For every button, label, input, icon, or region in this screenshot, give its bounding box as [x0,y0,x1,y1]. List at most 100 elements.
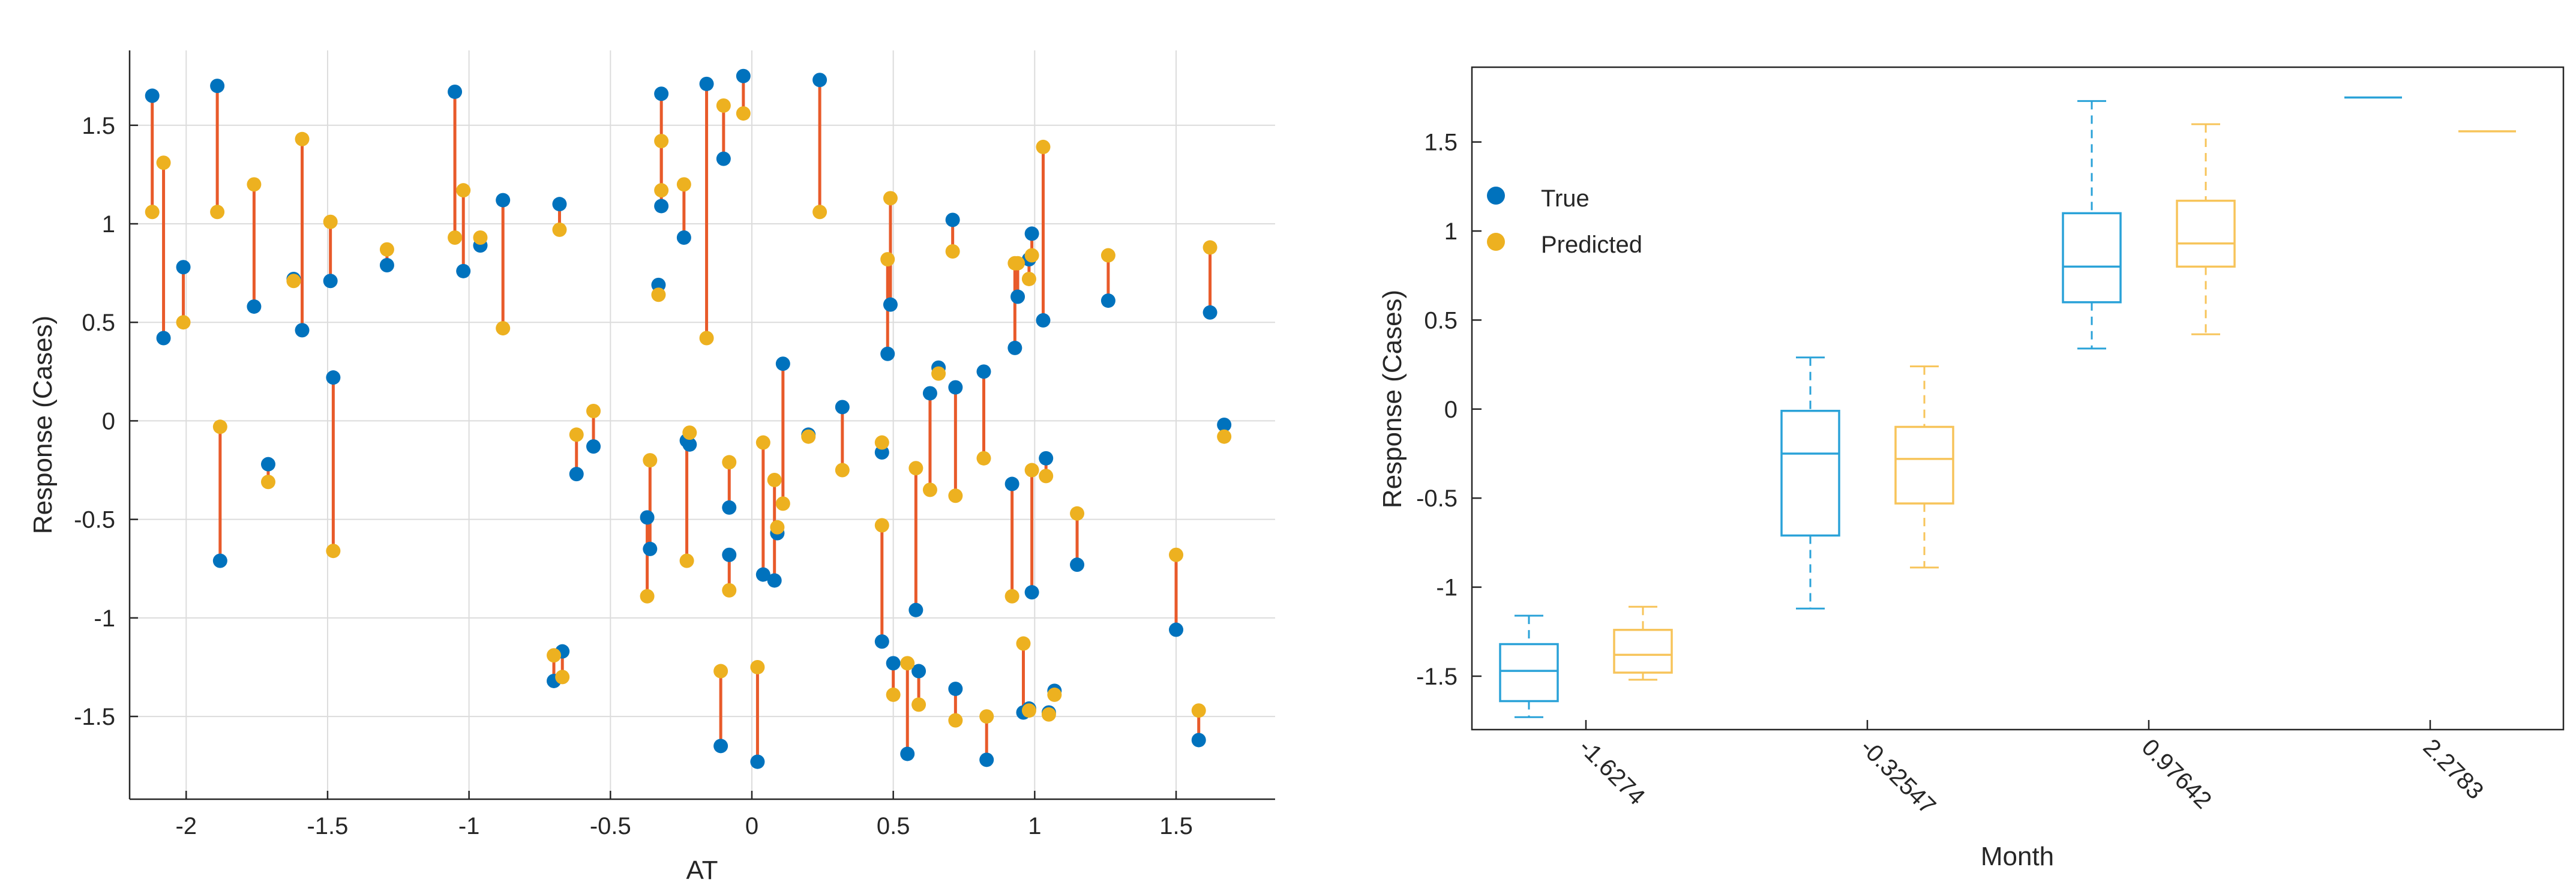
true-point [908,602,923,617]
predicted-point [286,274,301,289]
predicted-point [1047,687,1062,702]
true-point [326,370,341,385]
y-tick-label: 1.5 [82,113,115,139]
true-point [569,467,584,482]
x-tick-label: 1.5 [1159,813,1193,839]
right-y-axis-label: Response (Cases) [1378,290,1407,508]
box-iqr [1499,643,1559,703]
true-point [1024,226,1039,241]
predicted-point [908,461,923,476]
y-tick-label: -0.5 [1416,485,1458,512]
predicted-point [1010,256,1025,271]
predicted-point [323,214,338,229]
box-iqr [1894,425,1954,505]
true-point [1191,733,1206,748]
predicted-point [1036,139,1051,154]
legend-marker-predicted [1487,233,1505,251]
predicted-point [640,589,655,604]
predicted-point [883,191,898,206]
y-tick-label: -1 [1436,575,1458,601]
legend: True Predicted [1487,185,1642,258]
true-point [654,199,669,214]
x-tick-label: 2.2783 [2418,734,2489,805]
right-x-axis-label: Month [1981,842,2054,871]
x-tick-label: -1.5 [307,813,348,839]
true-point [750,754,765,769]
box-plot-boxes [1499,96,2516,718]
box-iqr [1613,629,1673,674]
box-iqr [2062,212,2122,304]
predicted-point [976,451,991,466]
true-point [716,151,731,166]
true-point [900,746,915,761]
predicted-point [654,183,669,198]
residual-scatter-plot: -2 -1.5 -1 -0.5 0 0.5 1 1.5 -1.5 -1 -0.5 0 0.5 1 1.5 A… [28,50,1275,885]
true-point [945,212,960,227]
true-point [496,193,511,208]
legend-marker-true [1487,187,1505,205]
predicted-point [555,670,570,685]
predicted-point [547,648,562,663]
predicted-point [1024,248,1039,263]
predicted-point [922,482,937,497]
true-point [145,88,160,103]
predicted-point [456,183,471,198]
predicted-point [247,177,262,192]
true-point [1010,289,1025,304]
y-tick-label: 0.5 [1424,307,1458,334]
true-point [676,230,691,245]
predicted-point [448,230,463,245]
predicted-point [643,453,658,468]
true-point [1217,418,1232,432]
predicted-point [210,205,225,220]
predicted-point [1217,429,1232,444]
predicted-point [212,419,227,434]
y-tick-label: -0.5 [74,507,115,533]
true-point [1024,585,1039,600]
true-point [880,346,895,361]
true-point [722,547,737,562]
predicted-point [1202,240,1217,255]
true-point [874,445,889,460]
left-x-axis-label: AT [686,856,718,885]
predicted-point [676,177,691,192]
data-points [145,68,1232,769]
predicted-point [679,553,694,568]
x-tick-label: -1 [458,813,480,839]
predicted-point [979,709,994,724]
x-tick-label: 0.5 [877,813,910,839]
true-point [1007,340,1022,355]
predicted-point [948,488,963,503]
predicted-point [750,659,765,674]
predicted-point [654,134,669,149]
predicted-point [812,205,827,220]
predicted-point [156,155,171,170]
true-point [979,752,994,767]
predicted-point [1039,469,1054,484]
true-point [176,260,191,275]
true-point [722,500,737,515]
true-point [1169,622,1184,637]
true-point [1004,476,1019,491]
predicted-point [1021,703,1036,718]
true-point [1202,305,1217,320]
predicted-point [716,98,731,113]
predicted-point [473,230,488,245]
true-point [775,356,790,371]
left-plot-area [130,50,1275,799]
y-tick-label: 0 [1444,397,1458,423]
true-point [1070,557,1085,572]
true-point [736,68,751,83]
true-point [886,656,901,671]
predicted-point [835,463,850,478]
true-point [456,263,471,278]
true-point [835,400,850,415]
right-plot-frame [1471,66,2565,731]
box-plot: -1.5 -1 -0.5 0 0.5 1 1.5 -1.6274 -0.32547 0.97642… [1378,66,2565,871]
true-point [212,553,227,568]
predicted-point [1004,589,1019,604]
x-tick-label: -0.5 [590,813,631,839]
true-point [323,274,338,289]
true-point [156,331,171,346]
y-tick-label: 1 [102,211,115,238]
